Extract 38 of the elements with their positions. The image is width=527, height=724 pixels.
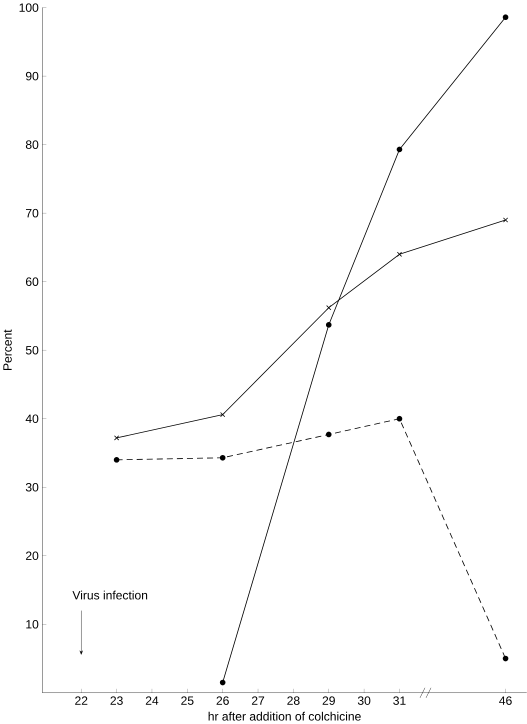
point [326,322,332,328]
y-tick-label: 40 [26,414,38,423]
y-tick-label: 60 [26,277,38,286]
point [502,656,508,662]
x-tick-label: 46 [499,696,512,705]
point [220,412,226,418]
point [502,14,508,20]
x-tick-label: 27 [252,696,264,705]
x-tick-label: 29 [322,696,335,705]
x-tick-label: 22 [75,696,88,705]
x-axis-title: hr after addition of colchicine [208,712,361,721]
point [220,454,226,461]
point [220,680,226,686]
x-tick-label: 24 [146,696,158,705]
point [114,435,120,440]
x-tick-label: 23 [110,696,123,705]
y-axis-title: Percent [3,330,12,370]
x-tick-label: 31 [393,696,406,705]
point [396,252,402,257]
y-tick-label: 80 [26,140,38,149]
y-tick-label: 100 [20,3,38,12]
y-tick-label: 10 [26,620,38,629]
point [114,457,120,463]
point [326,432,332,438]
y-tick-label: 70 [26,208,38,218]
point [396,146,402,152]
x-tick-label: 26 [216,696,229,705]
y-tick-label: 50 [26,346,38,354]
y-tick-label: 20 [26,551,38,560]
annotation: Virus infection [72,590,148,600]
point [326,305,332,310]
x-tick-label: 30 [358,696,370,705]
point [503,217,508,223]
x-tick-label: 28 [287,696,300,705]
point [396,416,402,422]
y-tick-label: 90 [26,72,38,80]
y-tick-label: 30 [26,482,38,492]
x-tick-label: 25 [181,696,194,705]
